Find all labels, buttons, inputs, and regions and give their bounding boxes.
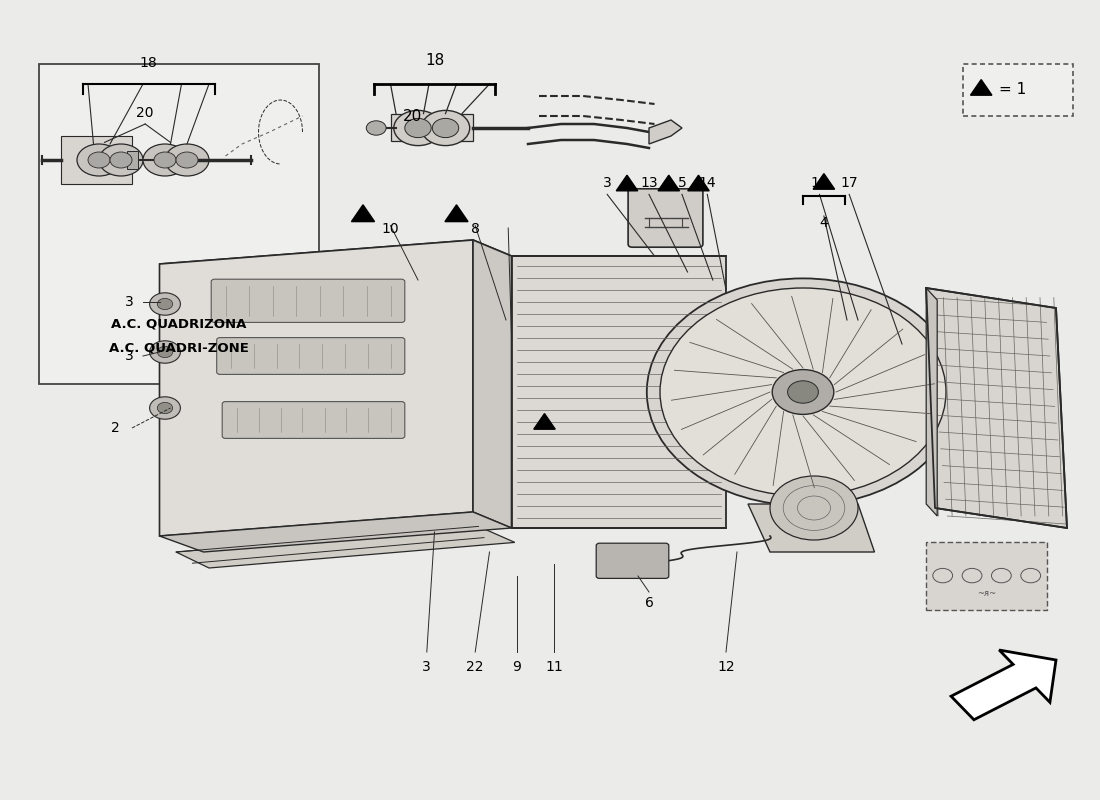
- Text: 22: 22: [466, 660, 484, 674]
- Circle shape: [150, 341, 180, 363]
- Circle shape: [394, 110, 442, 146]
- Text: 18: 18: [425, 53, 444, 68]
- Circle shape: [157, 346, 173, 358]
- Text: 3: 3: [125, 294, 134, 309]
- Text: 14: 14: [698, 176, 716, 190]
- Text: 2: 2: [111, 421, 120, 435]
- Circle shape: [77, 144, 121, 176]
- Circle shape: [660, 288, 946, 496]
- Text: 12: 12: [717, 660, 735, 674]
- Text: 10: 10: [382, 222, 399, 237]
- Polygon shape: [512, 256, 726, 528]
- FancyBboxPatch shape: [926, 542, 1047, 610]
- Circle shape: [165, 144, 209, 176]
- Bar: [126, 151, 138, 169]
- Polygon shape: [534, 414, 556, 429]
- Polygon shape: [60, 136, 132, 184]
- FancyBboxPatch shape: [211, 279, 405, 322]
- Text: 9: 9: [513, 660, 521, 674]
- Text: 6: 6: [645, 596, 653, 610]
- Circle shape: [110, 152, 132, 168]
- Polygon shape: [688, 175, 710, 190]
- FancyBboxPatch shape: [217, 338, 405, 374]
- Polygon shape: [952, 650, 1056, 720]
- Polygon shape: [926, 288, 1067, 528]
- Circle shape: [157, 298, 173, 310]
- Text: 8: 8: [471, 222, 480, 237]
- Text: 20: 20: [136, 106, 154, 120]
- Polygon shape: [748, 504, 874, 552]
- Polygon shape: [160, 512, 512, 552]
- Text: 4: 4: [820, 216, 828, 230]
- Polygon shape: [813, 174, 835, 189]
- Circle shape: [154, 152, 176, 168]
- Circle shape: [176, 152, 198, 168]
- Text: 3: 3: [422, 660, 431, 674]
- Text: 17: 17: [840, 176, 858, 190]
- FancyBboxPatch shape: [628, 189, 703, 247]
- Text: A.C. QUADRIZONA: A.C. QUADRIZONA: [111, 318, 246, 330]
- Text: 16: 16: [811, 176, 828, 190]
- Text: A.C. QUADRI-ZONE: A.C. QUADRI-ZONE: [109, 342, 249, 354]
- Text: = 1: = 1: [999, 82, 1026, 98]
- Circle shape: [647, 278, 959, 506]
- Circle shape: [405, 118, 431, 138]
- Polygon shape: [176, 526, 515, 568]
- Circle shape: [421, 110, 470, 146]
- Circle shape: [150, 397, 180, 419]
- Circle shape: [788, 381, 818, 403]
- Circle shape: [432, 118, 459, 138]
- Text: 13: 13: [640, 176, 658, 190]
- Text: 5: 5: [678, 176, 686, 190]
- Polygon shape: [658, 175, 680, 190]
- Text: 18: 18: [140, 56, 157, 70]
- Circle shape: [157, 402, 173, 414]
- Polygon shape: [649, 120, 682, 144]
- Polygon shape: [444, 205, 469, 222]
- Circle shape: [150, 293, 180, 315]
- Polygon shape: [926, 288, 937, 516]
- Circle shape: [770, 476, 858, 540]
- Circle shape: [88, 152, 110, 168]
- Circle shape: [99, 144, 143, 176]
- FancyBboxPatch shape: [39, 64, 319, 384]
- Polygon shape: [616, 175, 638, 190]
- Polygon shape: [390, 114, 473, 141]
- Polygon shape: [970, 80, 992, 95]
- FancyBboxPatch shape: [222, 402, 405, 438]
- Text: 20: 20: [403, 109, 422, 124]
- Text: 11: 11: [546, 660, 563, 674]
- Text: 3: 3: [125, 349, 134, 363]
- Polygon shape: [352, 205, 374, 222]
- Polygon shape: [160, 240, 473, 536]
- Circle shape: [772, 370, 834, 414]
- Circle shape: [143, 144, 187, 176]
- FancyBboxPatch shape: [596, 543, 669, 578]
- Polygon shape: [160, 240, 512, 280]
- FancyBboxPatch shape: [962, 64, 1072, 116]
- Text: ~ᴙ~: ~ᴙ~: [977, 589, 997, 598]
- Circle shape: [366, 121, 386, 135]
- Text: 3: 3: [603, 176, 612, 190]
- Polygon shape: [473, 240, 512, 528]
